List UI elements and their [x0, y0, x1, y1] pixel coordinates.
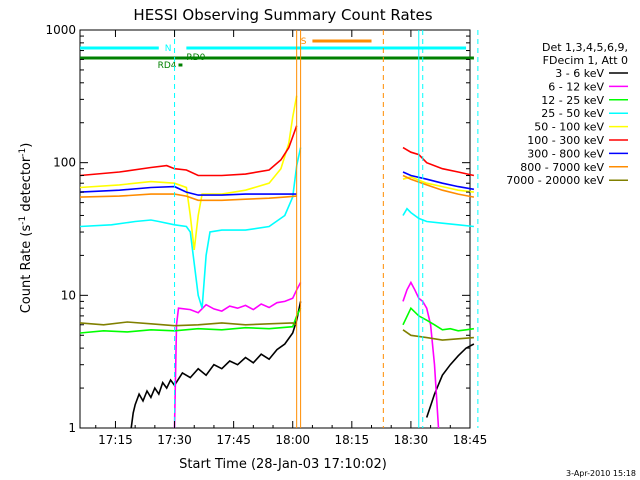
series-8-line-1 [402, 329, 474, 341]
series-7 [79, 174, 475, 202]
legend-header-0: Det 1,3,4,5,6,9, [542, 41, 628, 54]
legend-label-3: 25 - 50 keV [541, 107, 604, 120]
legend-label-5: 100 - 300 keV [527, 134, 604, 147]
legend-label-6: 300 - 800 keV [527, 147, 604, 160]
series-5-line-0 [79, 125, 298, 177]
series-3 [79, 147, 474, 309]
series-layer [79, 95, 475, 429]
plot-frame [79, 29, 471, 429]
series-6 [79, 171, 475, 196]
series-6-line-1 [402, 171, 475, 191]
series-4-line-0 [79, 95, 298, 250]
legend-label-0: 3 - 6 keV [555, 67, 604, 80]
y-tick-label-2: 100 [53, 156, 76, 170]
series-8-line-0 [79, 321, 298, 327]
series-1-line-0 [173, 282, 302, 429]
series-1-line-1 [402, 280, 440, 429]
legend-label-2: 12 - 25 keV [541, 94, 604, 107]
series-2-line-1 [402, 306, 475, 332]
series-5-line-1 [402, 146, 475, 177]
x-tick-label-1: 17:30 [157, 433, 192, 447]
series-2 [79, 306, 475, 334]
vline-layer [174, 30, 479, 428]
x-tick-label-4: 18:15 [335, 433, 370, 447]
y-tick-label-0: 1 [68, 421, 76, 435]
series-1 [173, 280, 440, 429]
x-axis-label: Start Time (28-Jan-03 17:10:02) [179, 457, 387, 472]
flag-n-label: N [165, 44, 172, 54]
series-4 [79, 95, 474, 250]
flag-s-label: S [301, 37, 307, 47]
x-tick-label-2: 17:45 [216, 433, 251, 447]
y-tick-label-1: 10 [61, 288, 76, 302]
series-0-line-0 [130, 301, 302, 429]
flag-rd4-label: RD4 [158, 61, 177, 71]
series-7-line-0 [79, 193, 297, 202]
series-5 [79, 125, 475, 177]
series-8 [79, 321, 474, 341]
series-3-line-0 [79, 147, 302, 309]
axis-layer: 17:15 17:30 17:45 18:00 18:15 18:30 18:45 1 10 10… [45, 23, 487, 447]
x-tick-label-3: 18:00 [275, 433, 310, 447]
series-7-line-1 [402, 174, 475, 198]
series-3-line-1 [402, 207, 474, 228]
footer-timestamp: 3-Apr-2010 15:18 [566, 469, 636, 478]
legend: Det 1,3,4,5,6,9,FDecim 1, Att 03 - 6 keV… [506, 41, 628, 187]
legend-label-8: 7000 - 20000 keV [506, 174, 604, 187]
flag-rd0-label: RD0 [186, 53, 205, 63]
series-4-line-1 [402, 176, 474, 193]
legend-label-4: 50 - 100 keV [534, 121, 604, 134]
flag-layer: N RD0 RD4 S [80, 37, 474, 71]
series-2-line-0 [79, 307, 302, 334]
y-axis-label: Count Rate (s-1 detector-1) [18, 143, 34, 314]
legend-header-1: FDecim 1, Att 0 [543, 54, 628, 67]
x-tick-label-0: 17:15 [98, 433, 133, 447]
chart-title: HESSI Observing Summary Count Rates [133, 6, 432, 24]
x-tick-label-5: 18:30 [394, 433, 429, 447]
series-6-line-0 [79, 185, 297, 196]
legend-label-7: 800 - 7000 keV [520, 161, 604, 174]
plot-area [79, 29, 471, 429]
legend-label-1: 6 - 12 keV [548, 80, 604, 93]
y-tick-label-3: 1000 [45, 23, 76, 37]
x-tick-label-6: 18:45 [453, 433, 488, 447]
